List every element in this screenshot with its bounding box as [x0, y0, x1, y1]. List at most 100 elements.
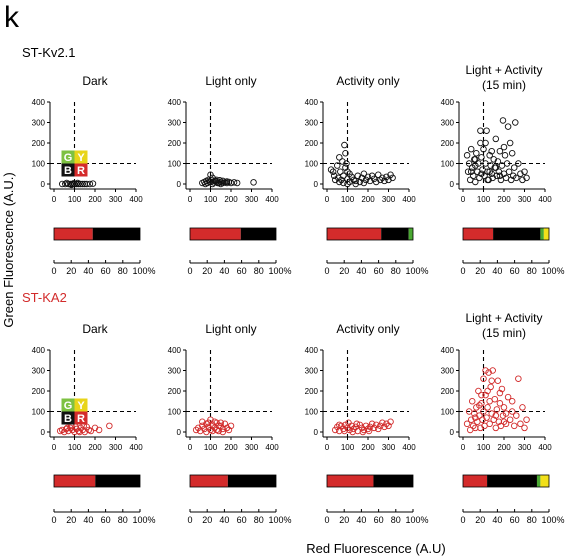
- data-point: [223, 424, 231, 432]
- bar-segment-black: [240, 228, 276, 240]
- data-point: [485, 369, 492, 376]
- bar-tick-label: 100%: [268, 515, 291, 525]
- x-tick-label: 0: [188, 195, 193, 204]
- bar-segment-red: [327, 228, 382, 240]
- data-point: [223, 178, 231, 185]
- data-point: [389, 174, 396, 182]
- bar-tick-label: 100%: [405, 515, 428, 525]
- quadrant-r-label: R: [77, 413, 85, 425]
- data-point: [336, 154, 343, 161]
- composition-bar: 0 20 40 60 80 100%: [460, 474, 565, 525]
- data-point: [501, 152, 509, 159]
- y-axis-label: Green Fluorescence (A.U.): [1, 172, 16, 327]
- x-tick-label: 100: [341, 443, 355, 452]
- y-tick-label: 100: [305, 408, 319, 417]
- row-label-kv21: ST-Kv2.1: [22, 45, 75, 60]
- y-tick-label: 0: [41, 428, 46, 437]
- bar-tick-label: 80: [254, 515, 264, 525]
- x-tick-label: 200: [224, 443, 238, 452]
- x-tick-label: 100: [204, 443, 218, 452]
- y-tick-label: 100: [441, 408, 455, 417]
- data-point: [513, 412, 520, 419]
- bar-tick-label: 0: [324, 515, 329, 525]
- data-point: [225, 426, 233, 434]
- y-tick-label: 400: [168, 346, 182, 355]
- y-tick-label: 200: [32, 387, 46, 396]
- data-point: [71, 180, 78, 188]
- data-point: [470, 422, 477, 430]
- data-point: [250, 179, 257, 186]
- data-point: [519, 176, 526, 184]
- data-point: [473, 149, 480, 157]
- data-point: [227, 422, 235, 430]
- bar-tick-label: 20: [475, 515, 485, 525]
- x-tick-label: 300: [518, 195, 532, 204]
- panel-title: Light + Activity: [465, 311, 542, 325]
- y-tick-label: 400: [32, 98, 46, 107]
- bar-tick-label: 80: [527, 266, 537, 276]
- data-point: [512, 119, 519, 126]
- x-tick-label: 200: [497, 195, 511, 204]
- bar-tick-label: 80: [254, 266, 264, 276]
- data-point: [216, 177, 223, 184]
- x-tick-label: 400: [538, 195, 552, 204]
- data-point: [349, 428, 356, 436]
- data-point: [358, 424, 366, 432]
- bar-tick-label: 20: [339, 266, 349, 276]
- y-tick-label: 400: [305, 98, 319, 107]
- scatter-panel: Dark 0 100 200 300 400 0 100 200 300 400 G YB R 0 20 40 6…: [32, 322, 156, 525]
- data-point: [478, 170, 485, 177]
- data-point: [350, 425, 357, 433]
- bar-outline: [462, 227, 550, 241]
- quadrant-y-label: Y: [77, 400, 85, 412]
- data-point: [334, 162, 341, 169]
- data-point: [344, 168, 351, 175]
- data-point: [477, 139, 484, 147]
- bar-outline: [326, 474, 414, 488]
- data-point: [508, 149, 516, 157]
- data-point: [74, 179, 81, 187]
- data-point: [489, 367, 496, 374]
- data-point: [468, 398, 476, 405]
- bar-segment-black: [95, 475, 140, 487]
- data-point: [334, 423, 341, 431]
- x-tick-label: 400: [538, 443, 552, 452]
- bar-tick-label: 20: [66, 515, 76, 525]
- data-point: [487, 383, 494, 391]
- data-point: [506, 416, 514, 423]
- panel-title: Dark: [82, 74, 108, 88]
- x-axis-label: Red Fluorescence (A.U): [306, 541, 445, 556]
- x-tick-label: 200: [361, 195, 375, 204]
- bar-tick-label: 40: [492, 266, 502, 276]
- x-tick-label: 300: [382, 443, 396, 452]
- data-point: [488, 147, 495, 155]
- bar-segment-black: [227, 475, 276, 487]
- data-point: [480, 375, 487, 382]
- data-point: [500, 418, 508, 426]
- quadrant-r-label: R: [77, 165, 85, 177]
- data-point: [209, 180, 216, 188]
- data-point: [513, 174, 520, 182]
- data-point: [342, 164, 349, 171]
- data-point: [503, 160, 511, 167]
- y-tick-label: 100: [168, 408, 182, 417]
- x-tick-label: 100: [477, 195, 491, 204]
- x-tick-label: 200: [497, 443, 511, 452]
- y-tick-label: 200: [305, 387, 319, 396]
- data-point: [486, 420, 493, 428]
- data-point: [230, 179, 238, 186]
- bar-tick-label: 60: [374, 515, 384, 525]
- data-point: [64, 424, 71, 432]
- x-tick-label: 400: [129, 443, 143, 452]
- y-tick-label: 0: [314, 428, 319, 437]
- data-point: [381, 177, 388, 185]
- data-point: [504, 123, 512, 130]
- bar-outline: [326, 227, 414, 241]
- quadrant-r-box: [74, 411, 88, 425]
- bar-tick-label: 20: [66, 266, 76, 276]
- y-tick-label: 200: [441, 387, 455, 396]
- data-point: [498, 385, 506, 393]
- x-tick-label: 200: [88, 443, 102, 452]
